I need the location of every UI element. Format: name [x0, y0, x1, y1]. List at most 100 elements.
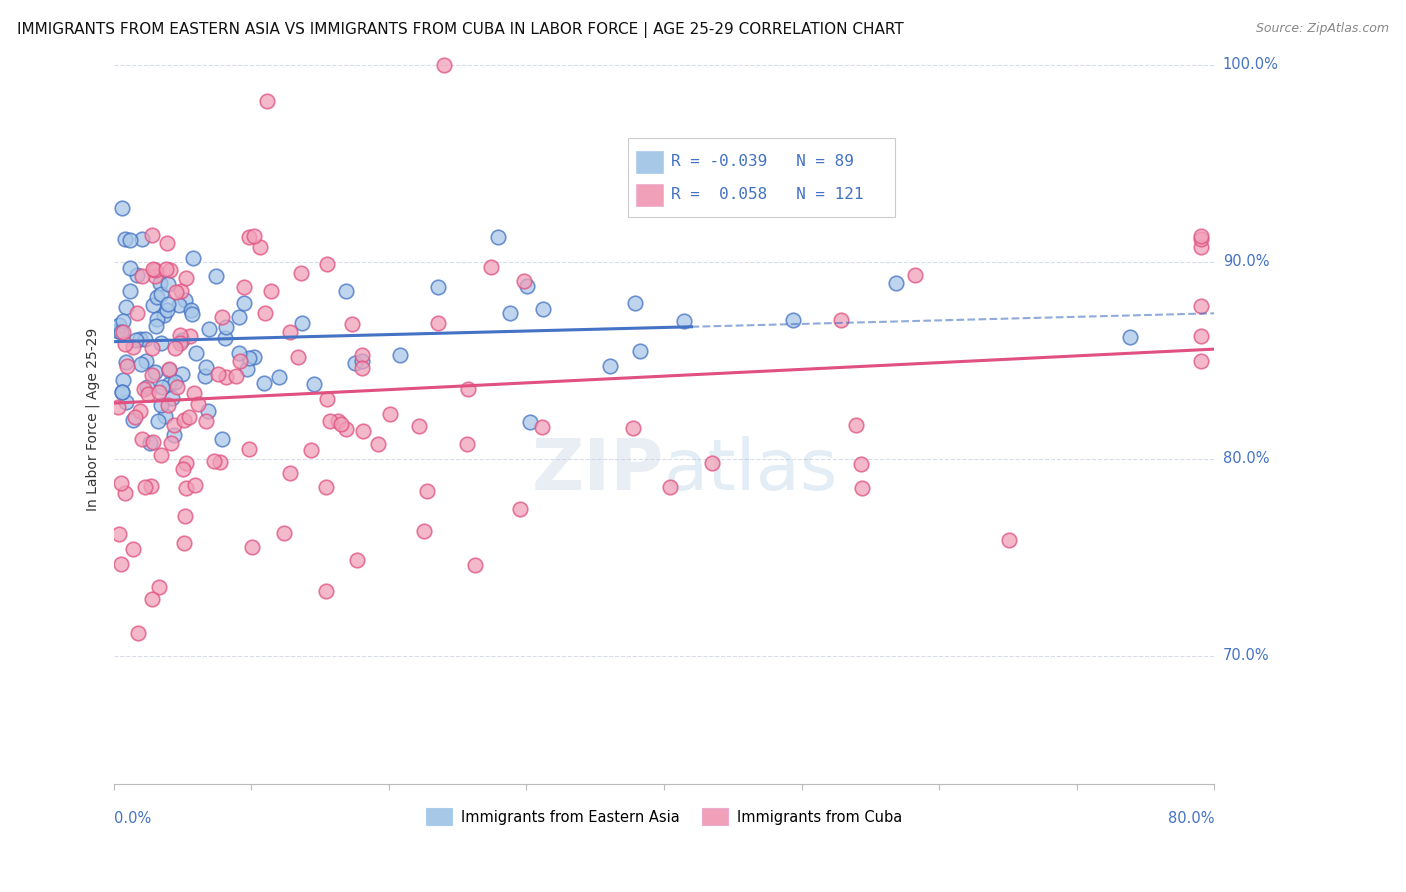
- Point: [141, 368, 163, 382]
- Point: [427, 279, 450, 293]
- Point: [156, 236, 179, 251]
- Point: [143, 263, 166, 277]
- Point: [456, 437, 478, 451]
- Point: [163, 341, 186, 355]
- Point: [302, 376, 325, 391]
- Point: [112, 373, 135, 387]
- Point: [315, 584, 337, 599]
- Text: R = -0.039   N = 89: R = -0.039 N = 89: [671, 154, 853, 169]
- Point: [180, 307, 202, 321]
- Point: [287, 351, 309, 365]
- Point: [167, 298, 190, 312]
- Point: [169, 327, 191, 342]
- Point: [211, 310, 233, 325]
- Point: [141, 592, 163, 607]
- Point: [238, 442, 260, 456]
- Point: [131, 432, 153, 446]
- Point: [335, 422, 357, 436]
- Point: [114, 300, 136, 314]
- Point: [628, 344, 651, 359]
- Point: [851, 457, 873, 471]
- Text: 0.0%: 0.0%: [114, 812, 150, 827]
- Point: [207, 367, 229, 381]
- Text: 70.0%: 70.0%: [1223, 648, 1270, 664]
- Point: [184, 346, 207, 360]
- Point: [278, 466, 301, 480]
- Point: [143, 365, 166, 379]
- Point: [238, 230, 260, 244]
- Text: 80.0%: 80.0%: [1223, 451, 1270, 467]
- Point: [498, 306, 520, 320]
- Point: [125, 333, 148, 347]
- Text: 100.0%: 100.0%: [1223, 57, 1278, 72]
- Point: [159, 376, 181, 391]
- Point: [111, 314, 134, 328]
- Point: [157, 297, 180, 311]
- Point: [181, 252, 204, 266]
- Point: [232, 280, 254, 294]
- Point: [150, 448, 173, 462]
- Point: [134, 333, 156, 347]
- Point: [350, 348, 373, 362]
- Point: [427, 317, 450, 331]
- Point: [1189, 229, 1212, 244]
- Point: [149, 398, 172, 412]
- Point: [884, 276, 907, 290]
- Point: [110, 325, 132, 339]
- Point: [111, 384, 134, 399]
- Point: [457, 382, 479, 396]
- Point: [343, 356, 366, 370]
- Point: [155, 262, 177, 277]
- Point: [136, 380, 159, 394]
- Point: [114, 336, 136, 351]
- Point: [278, 325, 301, 339]
- Point: [107, 401, 129, 415]
- Point: [156, 398, 179, 412]
- Point: [253, 306, 276, 320]
- Point: [179, 329, 201, 343]
- Point: [108, 527, 131, 541]
- Point: [163, 428, 186, 442]
- Point: [110, 557, 132, 571]
- Text: 80.0%: 80.0%: [1168, 812, 1215, 827]
- Point: [157, 363, 180, 377]
- Point: [117, 359, 139, 374]
- Point: [215, 320, 238, 334]
- Point: [134, 382, 156, 396]
- Point: [172, 367, 194, 381]
- Point: [238, 351, 260, 365]
- Point: [172, 333, 194, 347]
- Point: [139, 436, 162, 450]
- Point: [129, 332, 152, 346]
- Point: [169, 336, 191, 351]
- Point: [142, 262, 165, 277]
- Point: [413, 524, 436, 538]
- Point: [124, 409, 146, 424]
- Point: [150, 287, 173, 301]
- Legend: Immigrants from Eastern Asia, Immigrants from Cuba: Immigrants from Eastern Asia, Immigrants…: [420, 803, 908, 831]
- Point: [111, 202, 134, 216]
- Point: [516, 279, 538, 293]
- Point: [180, 302, 202, 317]
- Point: [273, 526, 295, 541]
- Point: [269, 369, 291, 384]
- Point: [599, 359, 621, 373]
- Point: [131, 357, 153, 371]
- Point: [108, 318, 131, 332]
- Point: [408, 419, 430, 434]
- Text: atlas: atlas: [664, 436, 838, 505]
- Point: [997, 533, 1019, 547]
- Point: [194, 414, 217, 428]
- Point: [148, 580, 170, 594]
- Point: [464, 558, 486, 572]
- Point: [156, 303, 179, 318]
- Point: [290, 266, 312, 280]
- Point: [166, 380, 188, 394]
- Point: [1119, 329, 1142, 343]
- Point: [319, 414, 342, 428]
- Point: [204, 454, 226, 468]
- Point: [658, 480, 681, 494]
- Point: [350, 361, 373, 376]
- Point: [851, 481, 873, 495]
- Point: [127, 306, 149, 320]
